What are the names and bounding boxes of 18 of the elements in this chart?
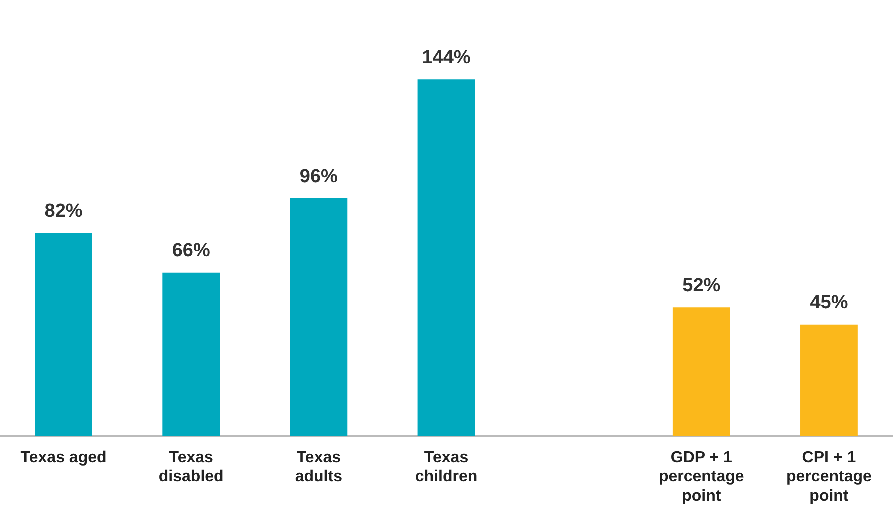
bar <box>35 233 92 436</box>
bar <box>418 80 476 436</box>
bar <box>162 272 220 436</box>
x-tick-label: Texas children <box>415 449 478 486</box>
data-label: 144% <box>422 47 471 68</box>
x-tick-label: CPI + 1 percentage point <box>786 449 872 505</box>
bar <box>290 198 348 436</box>
x-tick-label: Texas disabled <box>158 449 224 486</box>
bar <box>672 308 730 436</box>
data-label: 96% <box>300 166 338 188</box>
data-label: 66% <box>172 240 210 262</box>
data-label: 45% <box>810 292 848 314</box>
bar <box>800 324 858 436</box>
x-tick-label: GDP + 1 percentage point <box>658 449 744 505</box>
data-label: 82% <box>44 200 83 222</box>
x-tick-label: Texas aged <box>20 449 107 466</box>
x-tick-label: Texas adults <box>295 449 343 486</box>
data-label: 52% <box>682 275 721 296</box>
